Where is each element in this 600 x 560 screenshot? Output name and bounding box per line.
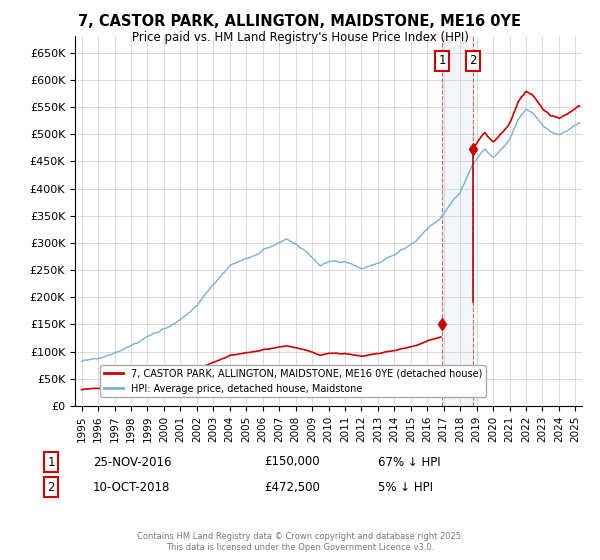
Text: 1: 1 [439,54,446,67]
Text: 25-NOV-2016: 25-NOV-2016 [93,455,172,469]
Text: 1: 1 [47,455,55,469]
Text: 67% ↓ HPI: 67% ↓ HPI [378,455,440,469]
Text: Price paid vs. HM Land Registry's House Price Index (HPI): Price paid vs. HM Land Registry's House … [131,31,469,44]
Text: £150,000: £150,000 [264,455,320,469]
Text: Contains HM Land Registry data © Crown copyright and database right 2025.
This d: Contains HM Land Registry data © Crown c… [137,532,463,552]
Text: £472,500: £472,500 [264,480,320,494]
Text: 2: 2 [47,480,55,494]
Legend: 7, CASTOR PARK, ALLINGTON, MAIDSTONE, ME16 0YE (detached house), HPI: Average pr: 7, CASTOR PARK, ALLINGTON, MAIDSTONE, ME… [100,365,486,398]
Text: 7, CASTOR PARK, ALLINGTON, MAIDSTONE, ME16 0YE: 7, CASTOR PARK, ALLINGTON, MAIDSTONE, ME… [79,14,521,29]
Text: 2: 2 [469,54,477,67]
Text: 5% ↓ HPI: 5% ↓ HPI [378,480,433,494]
Text: 10-OCT-2018: 10-OCT-2018 [93,480,170,494]
Bar [442,36,473,406]
